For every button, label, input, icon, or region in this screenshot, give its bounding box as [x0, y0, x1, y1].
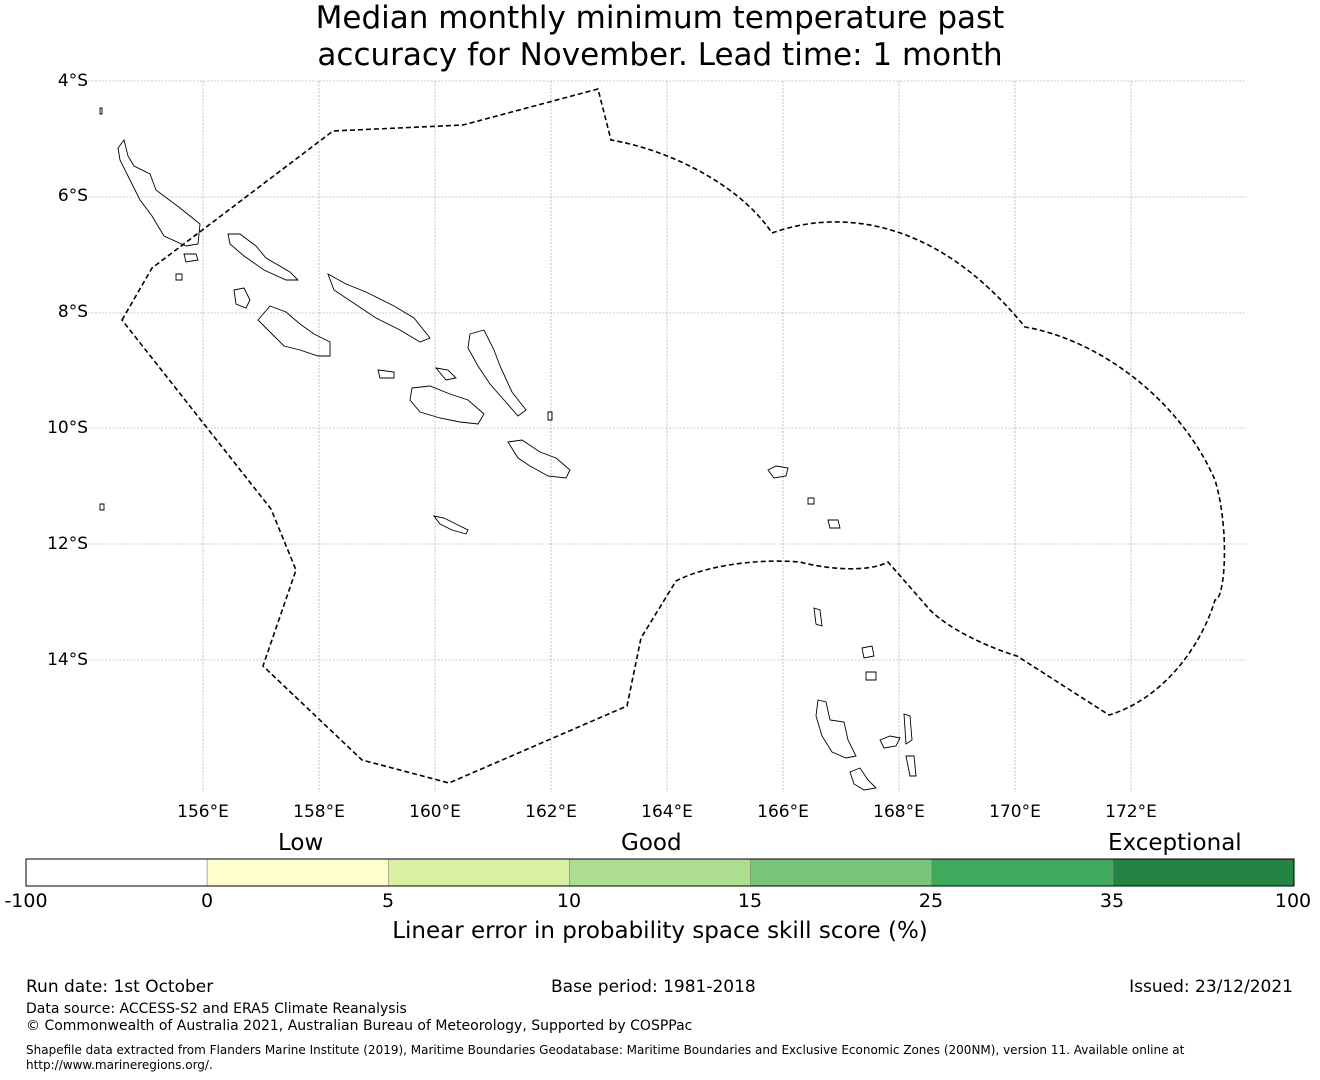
island-small-8 — [99, 107, 103, 115]
lon-label-164e: 164°E — [641, 802, 693, 822]
island-nendo — [767, 465, 789, 479]
category-good: Good — [621, 830, 682, 856]
tick-5: 5 — [381, 890, 395, 912]
island-small-4 — [377, 369, 395, 379]
tick-0: 0 — [200, 890, 214, 912]
lon-label-170e: 170°E — [989, 802, 1041, 822]
run-date: Run date: 1st October — [26, 977, 214, 997]
island-maewo — [903, 713, 913, 745]
island-small-3 — [183, 253, 199, 263]
lat-label-6s: 6°S — [57, 186, 88, 206]
title-line-2: accuracy for November. Lead time: 1 mont… — [317, 37, 1003, 73]
island-small-9 — [99, 503, 105, 511]
island-small-6 — [807, 497, 815, 505]
issued-date: Issued: 23/12/2021 — [1129, 977, 1293, 997]
tick-15: 15 — [737, 890, 763, 912]
land-outlines — [99, 107, 917, 791]
lon-label-160e: 160°E — [409, 802, 461, 822]
lon-label-166e: 166°E — [757, 802, 809, 822]
island-banks-2 — [865, 671, 877, 681]
colorbar-segment — [206, 858, 389, 887]
island-rennell — [432, 515, 469, 535]
tick--100: -100 — [4, 890, 48, 912]
island-santa-isabel — [327, 273, 431, 343]
lat-label-10s: 10°S — [47, 418, 88, 438]
colorbar-segment — [569, 858, 751, 887]
eez-boundary — [121, 88, 1226, 784]
lon-label-172e: 172°E — [1105, 802, 1157, 822]
island-bougainville — [117, 138, 201, 247]
island-malaita — [467, 329, 527, 417]
copyright: © Commonwealth of Australia 2021, Austra… — [26, 1018, 693, 1034]
island-guadalcanal — [409, 385, 485, 425]
chart-title: Median monthly minimum temperature past … — [0, 0, 1320, 74]
tick-25: 25 — [918, 890, 944, 912]
lat-label-4s: 4°S — [57, 71, 88, 91]
shapefile-credit: Shapefile data extracted from Flanders M… — [26, 1043, 1185, 1072]
lat-label-8s: 8°S — [57, 302, 88, 322]
island-vella — [233, 287, 251, 309]
base-period: Base period: 1981-2018 — [551, 977, 756, 997]
tick-10: 10 — [556, 890, 582, 912]
tick-100: 100 — [1274, 890, 1312, 912]
island-small-7 — [547, 411, 553, 421]
island-efate — [849, 767, 877, 791]
island-new-georgia — [257, 305, 331, 357]
gridlines — [88, 80, 1247, 792]
colorbar-segment — [931, 858, 1114, 887]
island-small-5 — [434, 367, 457, 381]
island-espiritu-santo — [815, 699, 857, 759]
tick-35: 35 — [1099, 890, 1125, 912]
colorbar-segment — [1112, 858, 1295, 887]
island-pentecost — [905, 755, 917, 777]
island-small-1 — [827, 519, 841, 529]
lon-label-158e: 158°E — [293, 802, 345, 822]
lat-label-14s: 14°S — [47, 650, 88, 670]
colorbar-segment — [25, 858, 208, 887]
island-choiseul — [227, 233, 300, 281]
colorbar-label: Linear error in probability space skill … — [392, 918, 928, 944]
category-exceptional: Exceptional — [1108, 830, 1242, 856]
lon-label-156e: 156°E — [177, 802, 229, 822]
island-torres — [813, 607, 823, 627]
title-line-1: Median monthly minimum temperature past — [315, 0, 1005, 36]
category-low: Low — [278, 830, 324, 856]
lon-label-168e: 168°E — [873, 802, 925, 822]
colorbar-segment — [387, 858, 570, 887]
lon-label-162e: 162°E — [525, 802, 577, 822]
data-source: Data source: ACCESS-S2 and ERA5 Climate … — [26, 1001, 407, 1017]
lat-label-12s: 12°S — [47, 534, 88, 554]
colorbar-segment — [750, 858, 933, 887]
island-makira — [507, 439, 571, 479]
island-banks-1 — [861, 645, 875, 659]
island-small-2 — [175, 273, 183, 281]
island-malekula — [879, 735, 901, 749]
